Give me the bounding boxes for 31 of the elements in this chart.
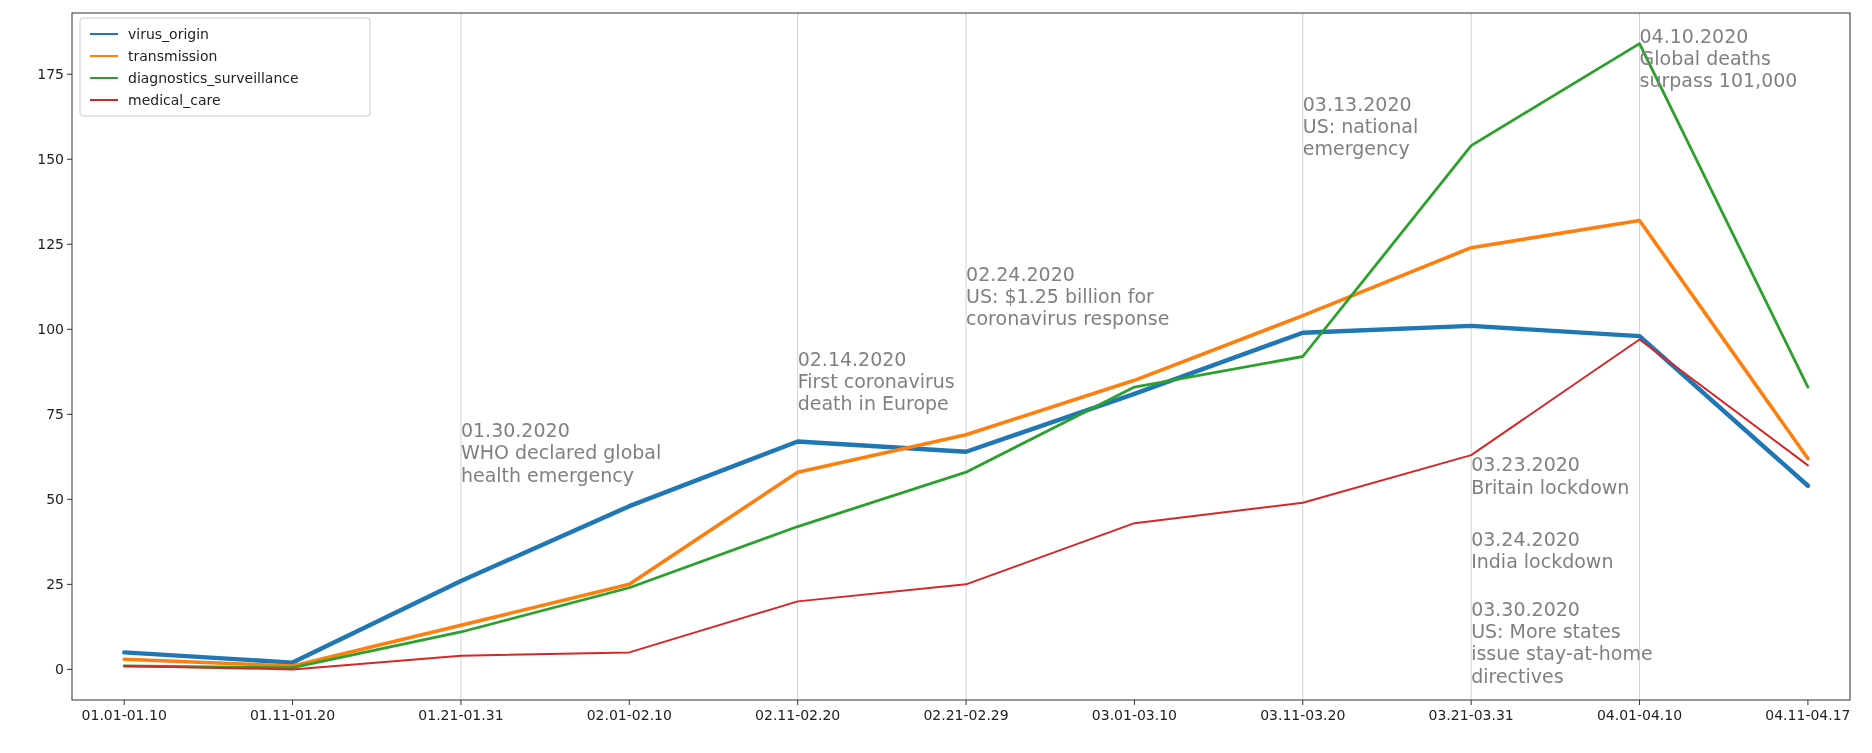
- annotation: 02.14.2020 First coronavirus death in Europe: [797, 347, 955, 415]
- annotation: 01.30.2020 WHO declared global health emergency: [460, 419, 662, 486]
- legend-label: diagnostics_surveillance: [128, 69, 299, 86]
- x-tick-label: 01.01-01.10: [81, 707, 167, 723]
- annotation: 03.30.2020 US: More states issue stay-at-home directives: [1471, 597, 1653, 687]
- x-tick-label: 01.11-01.20: [249, 707, 336, 723]
- x-tick-label: 03.21-03.31: [1428, 707, 1514, 723]
- y-tick-label: 50: [46, 491, 64, 508]
- legend-label: transmission: [128, 47, 218, 64]
- y-tick-label: 175: [37, 66, 64, 83]
- y-tick-label: 25: [46, 576, 64, 593]
- y-tick-label: 75: [46, 406, 64, 423]
- x-tick-label: 02.01-02.10: [586, 707, 672, 723]
- y-tick-label: 150: [37, 151, 64, 168]
- x-tick-label: 03.01-03.10: [1091, 707, 1178, 723]
- x-tick-label: 03.11-03.20: [1260, 707, 1346, 723]
- annotation: 02.24.2020 US: $1.25 billion for coronavirus response: [966, 262, 1170, 330]
- x-tick-label: 04.01-04.10: [1596, 707, 1683, 723]
- y-tick-label: 125: [37, 236, 64, 253]
- x-tick-label: 04.11-04.17: [1765, 707, 1851, 723]
- x-tick-label: 02.11-02.20: [755, 707, 841, 723]
- legend-label: medical_care: [128, 91, 221, 108]
- x-tick-label: 02.21-02.29: [923, 707, 1009, 723]
- annotation: 03.13.2020 US: national emergency: [1302, 92, 1419, 160]
- annotation: 03.24.2020 India lockdown: [1471, 528, 1614, 573]
- x-tick-label: 01.21-01.31: [418, 707, 504, 723]
- line-series: [122, 218, 1810, 668]
- annotation: 03.23.2020 Britain lockdown: [1471, 453, 1630, 498]
- y-tick-label: 0: [55, 661, 64, 678]
- y-tick-label: 100: [37, 321, 64, 338]
- legend-label: virus_origin: [128, 25, 209, 42]
